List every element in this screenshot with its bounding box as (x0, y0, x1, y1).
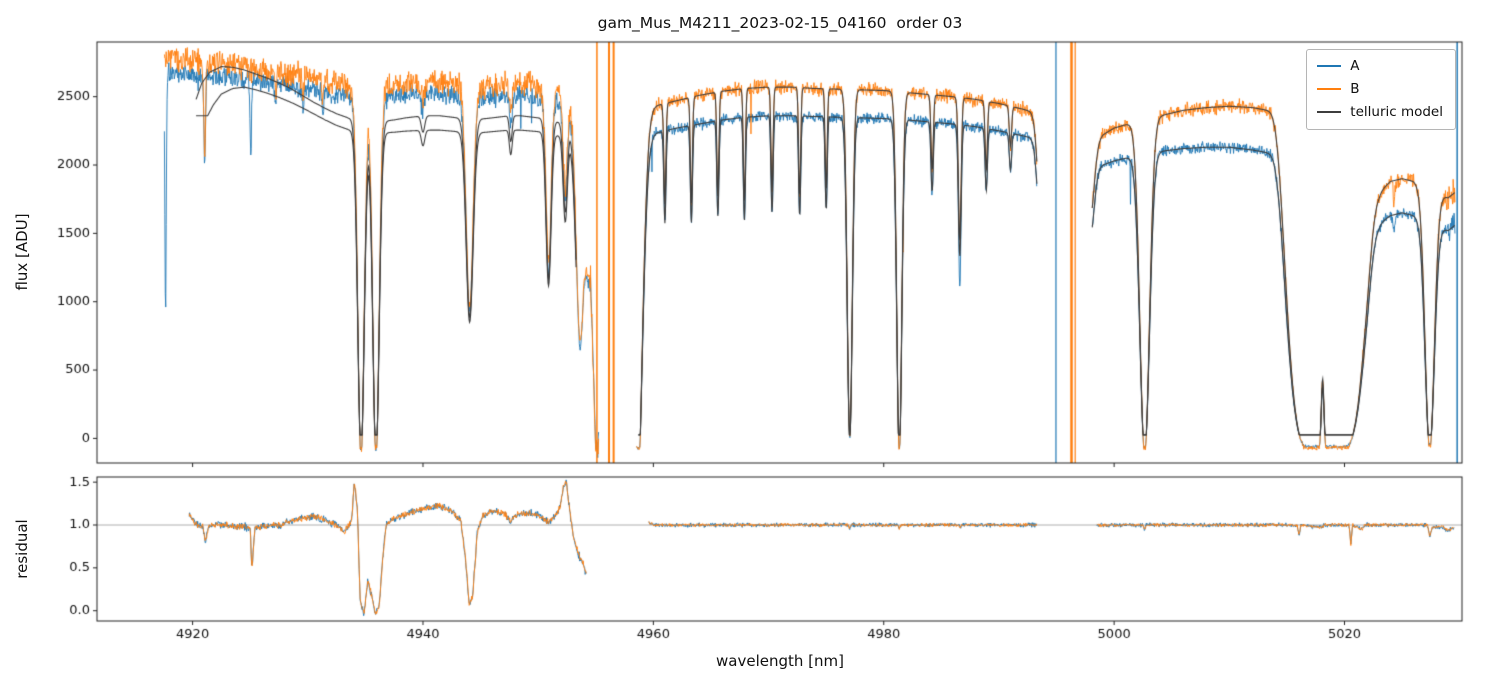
flux-axis-label: flux [ADU] (13, 213, 31, 291)
residual-axis-label: residual (13, 519, 31, 579)
legend-line-sample (1317, 88, 1342, 91)
legend-item-a: A (1317, 58, 1443, 74)
legend-label: B (1350, 81, 1360, 98)
legend-item-b: B (1317, 81, 1443, 97)
legend-line-sample (1317, 65, 1342, 68)
legend-line-sample (1317, 111, 1342, 114)
legend-label: telluric model (1350, 104, 1443, 121)
legend-label: A (1350, 58, 1360, 74)
plot-title: gam_Mus_M4211_2023-02-15_04160 order 03 (597, 14, 963, 32)
wavelength-axis-label: wavelength [nm] (716, 652, 844, 670)
legend-item-telluric-model: telluric model (1317, 104, 1443, 120)
